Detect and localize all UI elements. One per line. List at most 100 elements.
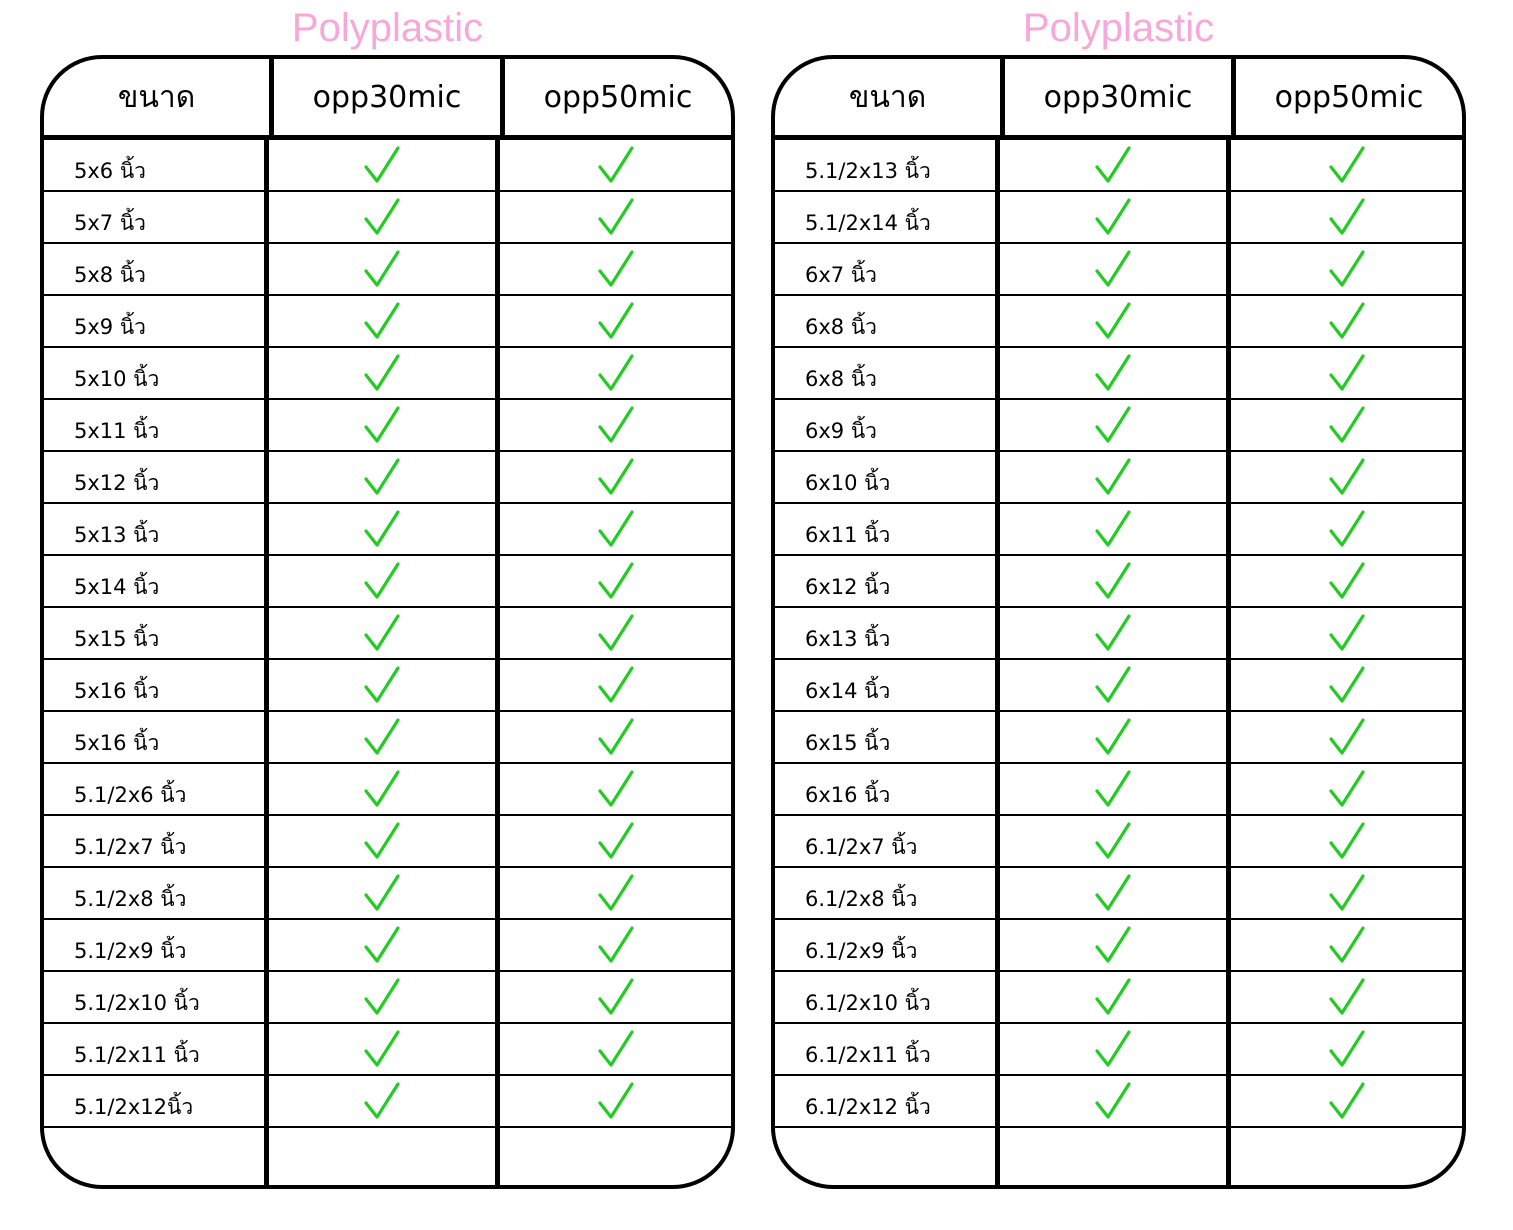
opp50mic-cell	[500, 764, 731, 814]
empty-row	[44, 1128, 731, 1185]
check-icon	[1094, 977, 1132, 1017]
size-cell: 5x11 นิ้ว	[44, 400, 269, 450]
size-cell: 6.1/2x8 นิ้ว	[775, 868, 1000, 918]
table-row: 6.1/2x9 นิ้ว	[775, 920, 1462, 972]
table-row: 6x10 นิ้ว	[775, 452, 1462, 504]
table-row: 5.1/2x14 นิ้ว	[775, 192, 1462, 244]
table-header: ขนาด opp30mic opp50mic	[775, 59, 1462, 140]
table-row: 5x16 นิ้ว	[44, 660, 731, 712]
table-row: 5x10 นิ้ว	[44, 348, 731, 400]
check-icon	[1094, 769, 1132, 809]
check-icon	[1328, 301, 1366, 341]
opp50mic-cell	[1231, 452, 1462, 502]
header-opp30mic: opp30mic	[274, 59, 505, 135]
table-row: 5x12 นิ้ว	[44, 452, 731, 504]
size-cell: 5.1/2x7 นิ้ว	[44, 816, 269, 866]
opp50mic-cell	[1231, 1076, 1462, 1126]
opp30mic-cell	[269, 660, 500, 710]
check-icon	[1328, 925, 1366, 965]
check-icon	[363, 665, 401, 705]
watermark: Polyplastic	[1022, 6, 1215, 50]
check-icon	[363, 1029, 401, 1069]
check-icon	[1328, 457, 1366, 497]
check-icon	[363, 353, 401, 393]
table-row: 6x8 นิ้ว	[775, 348, 1462, 400]
opp50mic-cell	[1231, 140, 1462, 190]
check-icon	[363, 873, 401, 913]
check-icon	[597, 353, 635, 393]
check-icon	[363, 821, 401, 861]
table-body: 5.1/2x13 นิ้ว 5.1/2x14 นิ้ว 6x7 นิ้ว 6x8 นิ…	[775, 140, 1462, 1185]
check-icon	[597, 561, 635, 601]
opp50mic-cell	[500, 868, 731, 918]
table-row: 5x7 นิ้ว	[44, 192, 731, 244]
check-icon	[363, 717, 401, 757]
opp30mic-cell	[1000, 348, 1231, 398]
table-row: 5.1/2x11 นิ้ว	[44, 1024, 731, 1076]
table-row: 5x11 นิ้ว	[44, 400, 731, 452]
size-cell: 6.1/2x11 นิ้ว	[775, 1024, 1000, 1074]
table-row: 6.1/2x12 นิ้ว	[775, 1076, 1462, 1128]
opp30mic-cell	[1000, 972, 1231, 1022]
check-icon	[1094, 873, 1132, 913]
size-cell: 5.1/2x14 นิ้ว	[775, 192, 1000, 242]
opp30mic-cell	[1000, 296, 1231, 346]
opp50mic-cell	[1231, 920, 1462, 970]
check-icon	[1328, 613, 1366, 653]
check-icon	[1094, 145, 1132, 185]
table-row: 6x14 นิ้ว	[775, 660, 1462, 712]
size-cell: 5x8 นิ้ว	[44, 244, 269, 294]
table-row: 5x8 นิ้ว	[44, 244, 731, 296]
size-cell: 5x16 นิ้ว	[44, 712, 269, 762]
opp50mic-cell	[1231, 504, 1462, 554]
check-icon	[363, 561, 401, 601]
opp50mic-cell	[1231, 244, 1462, 294]
check-icon	[363, 925, 401, 965]
size-cell: 6x10 นิ้ว	[775, 452, 1000, 502]
empty-cell	[500, 1128, 731, 1185]
size-cell: 6.1/2x9 นิ้ว	[775, 920, 1000, 970]
opp50mic-cell	[1231, 296, 1462, 346]
check-icon	[597, 1081, 635, 1121]
opp50mic-cell	[500, 348, 731, 398]
opp50mic-cell	[1231, 608, 1462, 658]
check-icon	[363, 249, 401, 289]
table-row: 5x6 นิ้ว	[44, 140, 731, 192]
opp30mic-cell	[269, 192, 500, 242]
size-cell: 5x6 นิ้ว	[44, 140, 269, 190]
opp30mic-cell	[269, 920, 500, 970]
check-icon	[363, 405, 401, 445]
size-cell: 6x9 นิ้ว	[775, 400, 1000, 450]
check-icon	[363, 197, 401, 237]
opp30mic-cell	[1000, 1076, 1231, 1126]
table-row: 6x16 นิ้ว	[775, 764, 1462, 816]
size-cell: 5x7 นิ้ว	[44, 192, 269, 242]
opp50mic-cell	[1231, 660, 1462, 710]
check-icon	[363, 613, 401, 653]
table-row: 5.1/2x7 นิ้ว	[44, 816, 731, 868]
check-icon	[1328, 665, 1366, 705]
opp50mic-cell	[500, 504, 731, 554]
check-icon	[1094, 561, 1132, 601]
check-icon	[1328, 821, 1366, 861]
opp50mic-cell	[1231, 972, 1462, 1022]
table-row: 6x12 นิ้ว	[775, 556, 1462, 608]
size-cell: 5x15 นิ้ว	[44, 608, 269, 658]
opp50mic-cell	[1231, 1024, 1462, 1074]
opp50mic-cell	[500, 296, 731, 346]
opp30mic-cell	[269, 712, 500, 762]
opp30mic-cell	[269, 608, 500, 658]
check-icon	[1094, 613, 1132, 653]
opp30mic-cell	[269, 764, 500, 814]
check-icon	[1328, 509, 1366, 549]
opp30mic-cell	[1000, 868, 1231, 918]
opp30mic-cell	[1000, 660, 1231, 710]
check-icon	[597, 665, 635, 705]
opp50mic-cell	[1231, 556, 1462, 606]
opp50mic-cell	[500, 816, 731, 866]
check-icon	[597, 509, 635, 549]
opp30mic-cell	[269, 556, 500, 606]
opp30mic-cell	[1000, 192, 1231, 242]
header-size: ขนาด	[775, 59, 1005, 135]
opp50mic-cell	[1231, 192, 1462, 242]
